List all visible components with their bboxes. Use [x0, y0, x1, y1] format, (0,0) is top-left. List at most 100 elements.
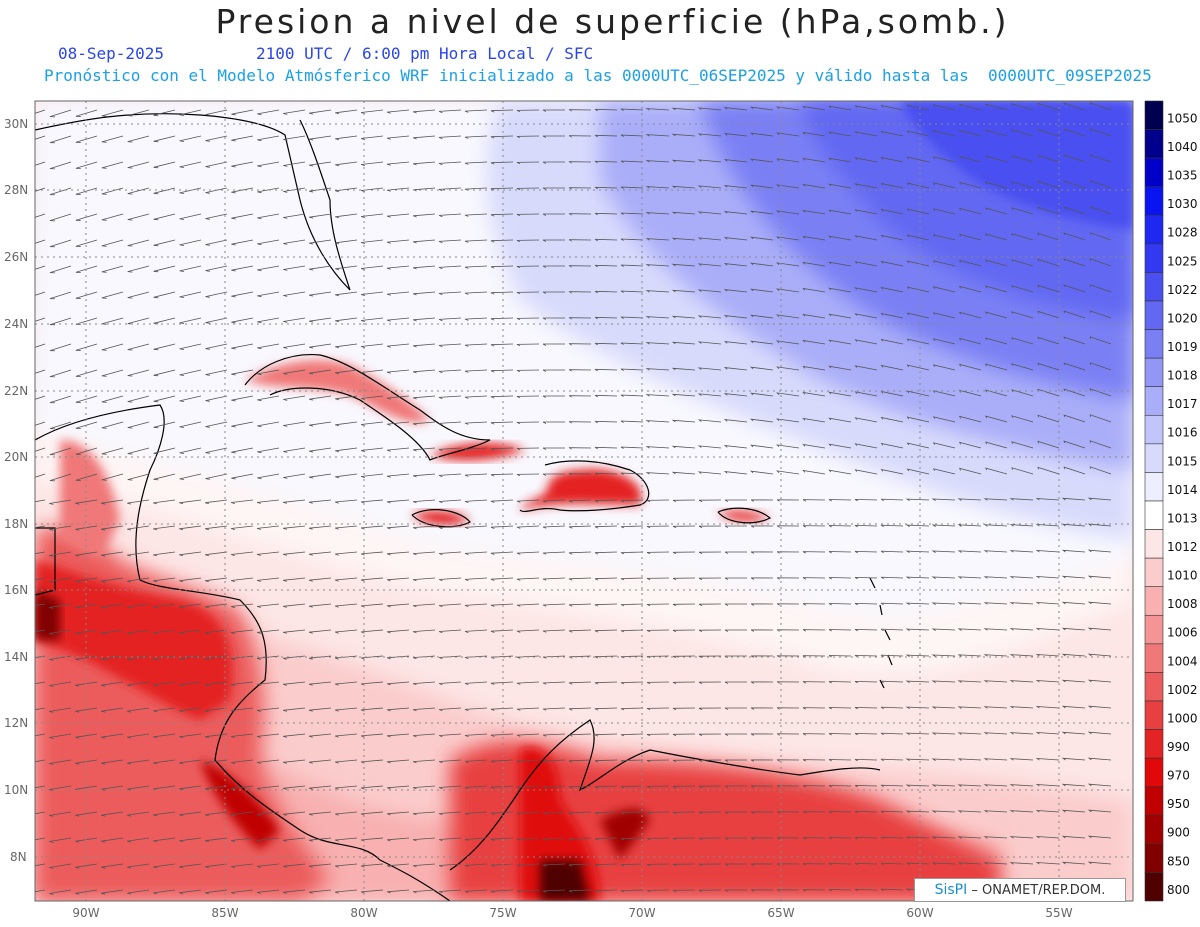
wind-barb	[880, 312, 904, 319]
wind-barb	[153, 551, 176, 557]
wind-barb	[932, 390, 956, 397]
wind-barb	[35, 681, 46, 685]
wind-barb	[983, 576, 1008, 579]
wind-barb	[776, 314, 800, 319]
wind-barb	[932, 130, 956, 137]
wind-barb	[983, 498, 1008, 501]
wind-barb	[205, 291, 228, 298]
wind-barb	[620, 863, 644, 867]
wind-barb	[101, 135, 124, 143]
wind-barb	[828, 469, 852, 475]
colorbar-swatch	[1144, 729, 1164, 759]
wind-barb	[101, 395, 124, 403]
wind-barb	[620, 368, 644, 371]
wind-barb	[1061, 601, 1086, 605]
wind-barb	[828, 499, 852, 502]
wind-barb	[75, 525, 98, 531]
wind-barb	[620, 186, 644, 189]
wind-barb	[179, 811, 202, 817]
wind-barb	[750, 158, 774, 163]
wind-barb	[282, 551, 306, 556]
wind-barb	[464, 863, 488, 867]
wind-barb	[308, 499, 332, 504]
wind-barb	[542, 421, 565, 424]
wind-barb	[101, 785, 124, 791]
wind-barb	[776, 184, 800, 189]
wind-barb	[490, 681, 514, 685]
wind-barb	[906, 208, 930, 215]
wind-barb	[257, 291, 280, 298]
wind-barb	[464, 811, 488, 815]
wind-barb	[308, 551, 332, 556]
wind-barb	[257, 395, 280, 402]
wind-barb	[854, 837, 878, 840]
wind-barb	[205, 239, 228, 246]
wind-barb	[49, 837, 72, 843]
wind-barb	[1087, 783, 1112, 787]
wind-barb	[958, 337, 982, 345]
wind-barb	[620, 160, 644, 163]
wind-barb	[802, 417, 826, 423]
wind-barb	[490, 889, 514, 893]
wind-barb	[905, 810, 930, 814]
wind-barb	[230, 577, 254, 582]
wind-barb	[776, 444, 800, 449]
wind-barb	[620, 446, 644, 449]
wind-barb	[334, 759, 358, 764]
wind-barb	[1063, 310, 1086, 319]
wind-barb	[205, 187, 228, 194]
wind-barb	[309, 317, 332, 323]
wind-barb	[127, 525, 150, 531]
wind-barb	[309, 343, 332, 349]
wind-barb	[101, 421, 124, 429]
wind-barb	[1061, 809, 1086, 813]
wind-barb	[931, 836, 956, 839]
wind-barb	[101, 629, 124, 635]
wind-barb	[490, 473, 514, 477]
wind-barb	[490, 421, 514, 425]
wind-barb	[594, 264, 618, 268]
wind-barb	[231, 135, 254, 142]
wind-barb	[386, 733, 410, 738]
wind-barb	[880, 524, 904, 528]
wind-barb	[438, 525, 462, 530]
wind-barb	[282, 785, 306, 790]
wind-barb	[516, 889, 540, 893]
wind-barb	[386, 447, 410, 452]
wind-barb	[1037, 362, 1060, 371]
wind-barb	[880, 680, 904, 684]
wind-barb	[854, 391, 878, 397]
wind-barb	[568, 629, 592, 633]
wind-barb	[49, 655, 72, 661]
wind-barb	[620, 577, 644, 581]
wind-barb	[127, 343, 150, 351]
wind-barb	[386, 291, 410, 296]
wind-barb	[205, 681, 228, 687]
wind-barb	[75, 551, 98, 557]
wind-barb	[646, 759, 670, 763]
wind-barb	[723, 133, 748, 137]
wind-barb	[698, 681, 722, 684]
wind-barb	[438, 239, 462, 244]
wind-barb	[335, 291, 358, 297]
wind-barb	[101, 759, 124, 765]
wind-barb	[179, 291, 202, 298]
wind-barb	[932, 182, 956, 189]
wind-barb	[697, 341, 722, 345]
wind-barb	[1089, 466, 1112, 475]
wind-barb	[179, 421, 202, 428]
wind-barb	[776, 525, 800, 528]
wind-barb	[282, 629, 306, 634]
colorbar-swatch	[1144, 786, 1164, 816]
wind-barb	[985, 233, 1008, 241]
wind-barb	[49, 109, 72, 118]
wind-barb	[983, 810, 1008, 813]
wind-barb	[985, 285, 1008, 293]
wind-barb	[620, 733, 644, 737]
wind-barb	[153, 499, 176, 505]
wind-barb	[335, 187, 358, 193]
wind-barb	[697, 315, 722, 319]
wind-barb	[724, 759, 747, 762]
wind-barb	[724, 785, 747, 788]
wind-barb	[568, 187, 592, 190]
